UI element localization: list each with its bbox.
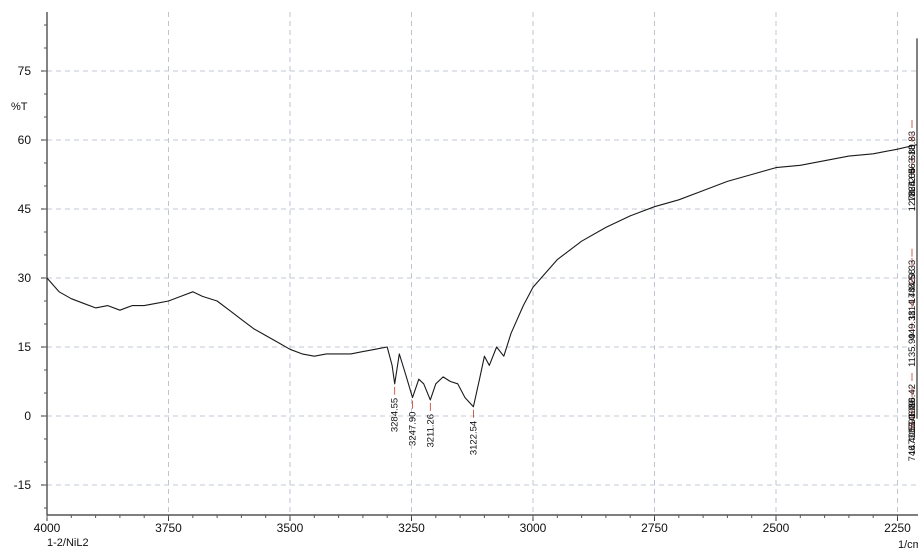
sample-label: 1-2/NiL2 [47, 537, 89, 549]
tick-labels: 4000375035003250300027502500225020001750… [14, 24, 911, 535]
peak-label: 1016.42 [907, 384, 918, 418]
peak-label: 1135.99 [907, 333, 918, 367]
y-tick-label: 45 [18, 202, 32, 216]
peak-label: 864.05 [907, 168, 918, 197]
x-tick-label: 3250 [398, 521, 425, 535]
x-axis-title: 1/cm [898, 539, 918, 551]
y-tick-label: 30 [18, 271, 32, 285]
peak-label: 1473.51 [907, 421, 918, 455]
axes [46, 12, 918, 516]
peak-label: 449.38 [907, 310, 918, 339]
peak-label: 1444.58 [907, 269, 918, 303]
x-tick-label: 3750 [155, 521, 182, 535]
x-tick-label: 3000 [520, 521, 547, 535]
peak-label: 1593.09 [907, 400, 918, 434]
x-tick-label: 2250 [884, 521, 911, 535]
peak-label: 3247.90 [408, 412, 419, 446]
y-tick-label: -15 [14, 478, 32, 492]
peak-label: 1546.80 [907, 398, 918, 432]
peak-label: 1114.78 [907, 287, 918, 320]
peak-label: 746.40 [907, 432, 918, 461]
y-tick-label: 60 [18, 133, 32, 147]
peak-label: 1226.64 [907, 168, 918, 202]
peak-label: 3211.26 [425, 414, 436, 448]
spectrum-line [46, 38, 918, 419]
y-axis-title: %T [11, 101, 28, 113]
peak-label: 680.83 [907, 131, 918, 160]
peak-label: 1278.72 [907, 177, 918, 211]
peak-label: 563.18 [907, 145, 918, 174]
x-tick-label: 2500 [763, 521, 790, 535]
y-tick-label: 0 [24, 409, 31, 423]
y-tick-label: 15 [18, 340, 32, 354]
peak-label: 3284.55 [390, 398, 401, 432]
x-tick-label: 3500 [277, 521, 304, 535]
peak-label: 829.33 [907, 260, 918, 289]
x-tick-label: 2750 [641, 521, 668, 535]
y-tick-label: 75 [18, 64, 32, 78]
x-tick-label: 4000 [34, 521, 61, 535]
grid [46, 12, 918, 515]
peak-label: 3122.54 [468, 421, 479, 455]
peak-labels: 3284.55 3247.90 3211.26 3122.54 1593.091546.… [390, 120, 918, 461]
